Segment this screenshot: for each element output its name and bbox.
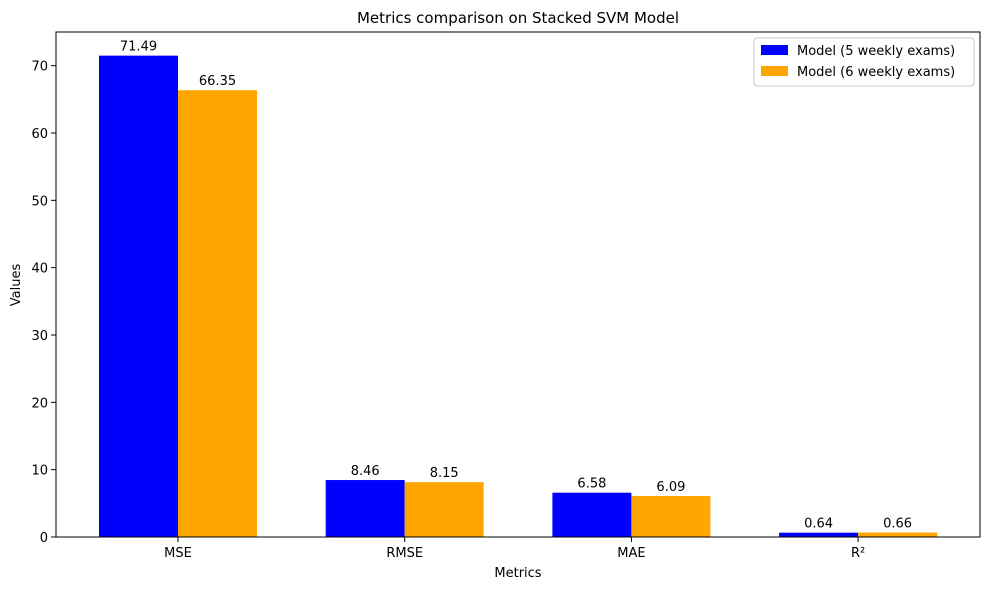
legend: Model (5 weekly exams) Model (6 weekly ex… [753, 37, 975, 87]
y-tick-label: 70 [31, 60, 48, 75]
legend-swatch [761, 45, 788, 55]
legend-entry: Model (5 weekly exams) [797, 44, 955, 59]
plot-frame [55, 31, 981, 538]
bar [99, 55, 178, 537]
y-tick-label: 30 [31, 329, 48, 344]
legend-box [753, 37, 975, 87]
bars-layer [99, 55, 938, 537]
bar-value-label: 6.09 [656, 480, 685, 495]
y-tick-label: 60 [31, 127, 48, 142]
y-axis-label: Values [9, 264, 24, 307]
x-tick-label: R² [851, 546, 865, 561]
bar-value-label: 8.46 [351, 464, 380, 479]
bar-value-label: 8.15 [430, 466, 459, 481]
bar [631, 495, 711, 537]
bar-value-label: 6.58 [577, 477, 606, 492]
x-tick-label: MAE [617, 546, 645, 561]
x-tick-label: MSE [164, 546, 192, 561]
legend-entry: Model (6 weekly exams) [797, 65, 955, 80]
bar [858, 532, 938, 537]
y-tick-label: 0 [40, 531, 48, 546]
bar [325, 480, 405, 537]
x-axis-label: Metrics [494, 566, 541, 581]
y-tick-label: 40 [31, 262, 48, 277]
bar [178, 90, 257, 537]
bar-value-label: 66.35 [199, 74, 236, 89]
y-tick-label: 20 [31, 396, 48, 411]
bar-value-label: 0.64 [804, 517, 833, 532]
axes-layer: 0 10 20 30 40 50 60 70 MSE RMSE MAE R² [31, 31, 981, 561]
y-tick-label: 50 [31, 194, 48, 209]
bar-value-label: 71.49 [120, 40, 157, 55]
bar [779, 532, 859, 537]
y-tick-label: 10 [31, 464, 48, 479]
chart-title: Metrics comparison on Stacked SVM Model [357, 9, 679, 27]
bar [404, 482, 484, 537]
bar [552, 492, 632, 537]
data-labels-layer: 71.49 66.35 8.46 8.15 6.58 6.09 0.64 0.66 [120, 40, 912, 532]
x-tick-label: RMSE [386, 546, 423, 561]
legend-swatch [761, 66, 788, 76]
bar-value-label: 0.66 [883, 517, 912, 532]
